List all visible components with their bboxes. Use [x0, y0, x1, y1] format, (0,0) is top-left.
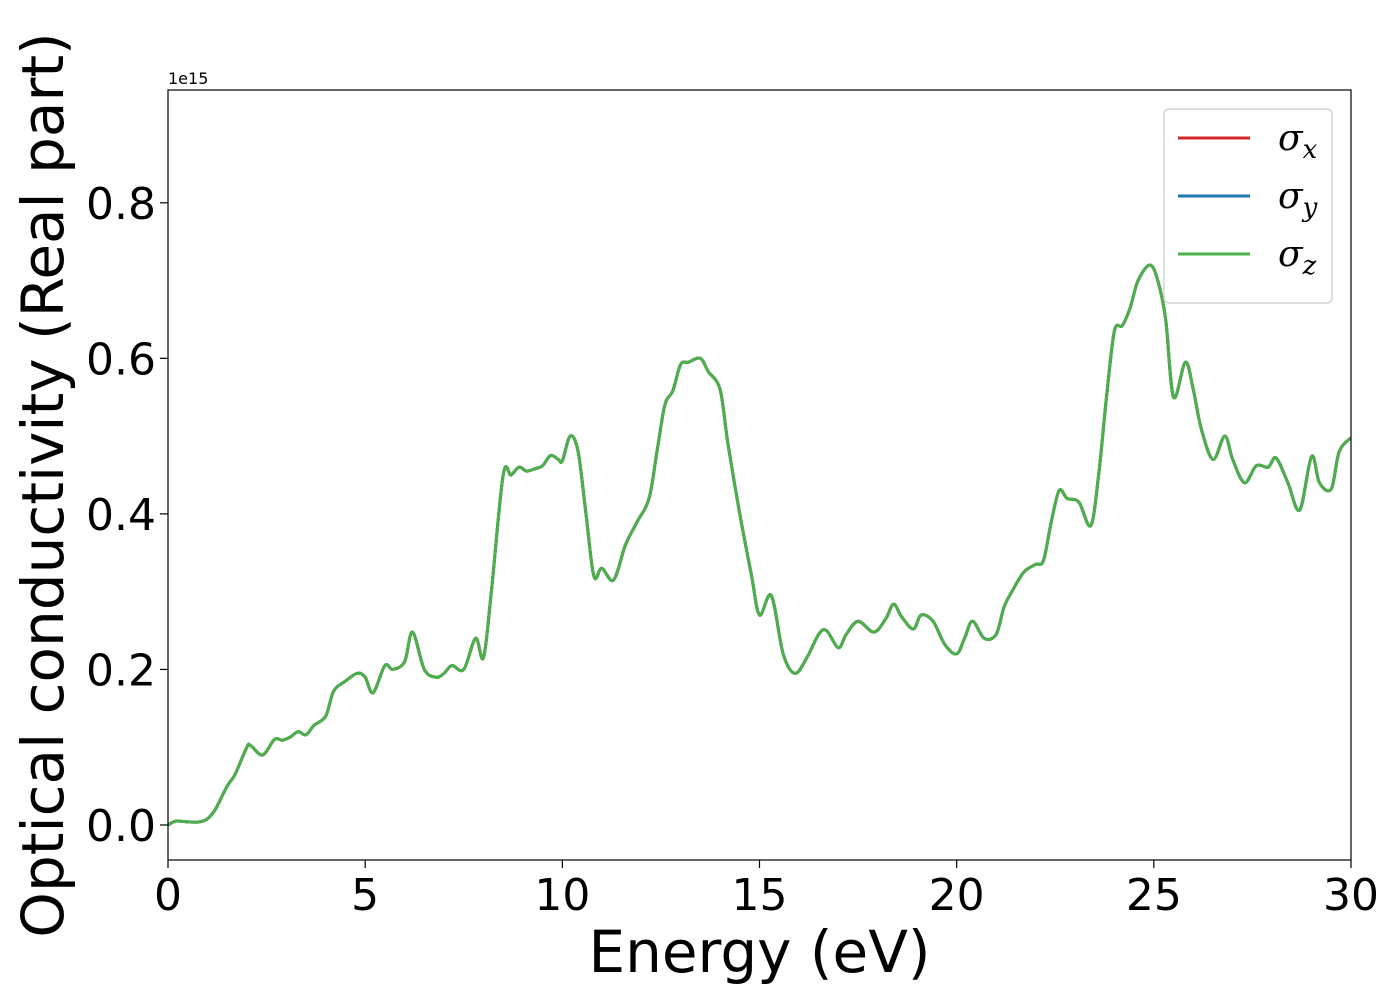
x-tick-label: 20 — [929, 870, 985, 921]
y-tick-label: 0.6 — [86, 334, 156, 385]
y-tick-label: 0.2 — [86, 645, 156, 696]
series-layer — [168, 263, 1351, 827]
legend-entry-label: σy — [1278, 176, 1318, 223]
y-offset-label: 1e15 — [168, 69, 208, 88]
legend-entry-label: σx — [1278, 118, 1318, 165]
y-tick-label: 0.4 — [86, 490, 156, 541]
x-axis-label: Energy (eV) — [588, 918, 930, 986]
y-axis-label: Optical conductivity (Real part) — [9, 32, 77, 937]
x-tick-label: 0 — [154, 870, 182, 921]
y-axis-ticks: 0.0 0.2 0.4 0.6 0.8 — [86, 179, 168, 852]
x-tick-label: 30 — [1323, 870, 1379, 921]
series-line-3 — [168, 263, 1351, 827]
x-tick-label: 5 — [351, 870, 379, 921]
x-tick-label: 15 — [732, 870, 788, 921]
x-tick-label: 25 — [1126, 870, 1182, 921]
y-tick-label: 0.8 — [86, 179, 156, 230]
x-tick-label: 10 — [534, 870, 590, 921]
x-axis-ticks: 0 5 10 15 20 25 30 — [154, 860, 1379, 921]
y-tick-label: 0.0 — [86, 801, 156, 852]
